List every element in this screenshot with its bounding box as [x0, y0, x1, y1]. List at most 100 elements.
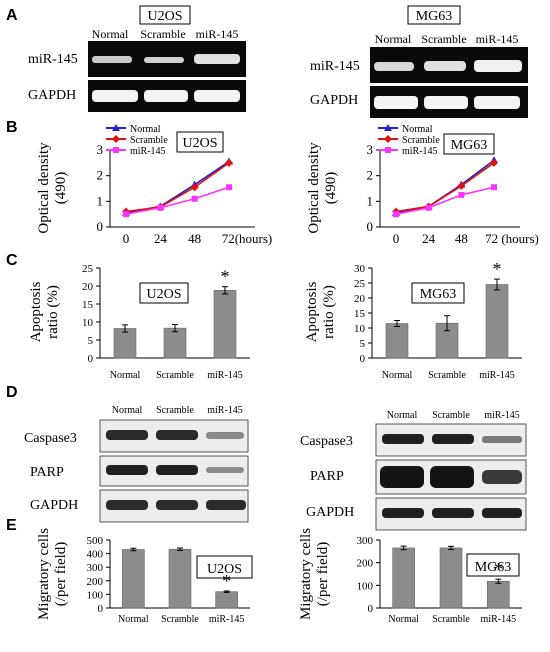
y-tick-label: 20: [354, 293, 366, 305]
y-tick-label: 500: [87, 535, 104, 547]
category-label: Scramble: [428, 370, 466, 381]
legend-marker: [112, 135, 120, 143]
lane-label-normal: Normal: [112, 405, 143, 416]
band: [432, 434, 474, 444]
band: [194, 90, 240, 102]
significance-marker: *: [221, 267, 230, 287]
y-tick-label: 0: [368, 603, 374, 615]
legend-marker: [384, 124, 392, 131]
category-label: Normal: [388, 614, 419, 625]
legend-label: miR-145: [402, 146, 438, 157]
band: [380, 466, 424, 488]
y-axis-label: Apoptosisratio (%): [28, 281, 61, 342]
category-label: Scramble: [161, 614, 199, 625]
band: [430, 466, 474, 488]
chart-b-u2os: 0 1 2 3 Optical density(490) U2OS 0 24 48 72(hour…: [36, 124, 272, 246]
y-tick-label: 5: [360, 338, 366, 350]
lane-label-normal: Normal: [387, 410, 418, 421]
y-tick-label: 1: [367, 193, 374, 208]
band: [482, 508, 522, 518]
band: [424, 96, 468, 109]
data-point: [457, 181, 466, 190]
band: [106, 465, 148, 475]
y-tick-label: 15: [354, 308, 366, 320]
y-tick-label: 300: [357, 535, 374, 547]
band: [482, 436, 522, 443]
band: [194, 54, 240, 64]
y-tick-label: 5: [88, 335, 94, 347]
bar: [485, 284, 509, 359]
y-tick-label: 3: [367, 142, 374, 157]
band: [156, 430, 198, 440]
data-point: [190, 183, 199, 192]
legend-label: Scramble: [402, 135, 440, 146]
chart-b-mg63: 0 1 2 3 Optical density(490) MG63 0 24 48 72 (hou…: [306, 124, 539, 246]
x-tick-label: 24: [154, 231, 168, 246]
significance-marker: *: [494, 559, 503, 579]
chart-c-mg63: 0 5 10 15 20 25 30 Apoptosisratio (%) MG63 Normal…: [304, 259, 522, 381]
legend-label: Normal: [130, 124, 161, 135]
chart-title-box: [196, 555, 253, 579]
category-label: miR-145: [209, 614, 245, 625]
bar: [163, 327, 187, 359]
panel-a-mg63: MG63 Normal Scramble miR-145 miR-145 GAP…: [310, 5, 528, 118]
y-axis-label: Migratory cells(/per field): [298, 528, 331, 620]
category-label: miR-145: [479, 370, 515, 381]
data-point: [225, 158, 233, 167]
data-point: [393, 211, 399, 218]
bar: [215, 591, 238, 609]
band: [144, 57, 184, 63]
band: [382, 434, 424, 444]
row-label-gapdh: GAPDH: [30, 498, 78, 513]
row-label-parp: PARP: [310, 469, 344, 484]
band: [106, 500, 148, 510]
panel-label-b: B: [6, 119, 18, 136]
series-line: [395, 186, 495, 215]
y-tick-label: 10: [82, 317, 94, 329]
y-tick-label: 3: [97, 142, 104, 157]
y-tick-label: 300: [87, 562, 104, 574]
bar: [213, 290, 237, 359]
lane-label-scramble: Scramble: [140, 27, 185, 41]
series-line: [395, 159, 495, 214]
y-axis-label: Apoptosisratio (%): [304, 281, 337, 342]
category-label: Normal: [110, 370, 141, 381]
data-point: [226, 184, 232, 191]
panel-d-mg63: Normal Scramble miR-145 Caspase3 PARP GA…: [300, 410, 527, 531]
series-line: [125, 160, 230, 214]
chart-title: MG63: [475, 560, 512, 575]
y-tick-label: 100: [357, 580, 374, 592]
chart-title: U2OS: [207, 562, 242, 577]
band: [474, 96, 520, 109]
band: [206, 500, 246, 510]
x-tick-label: 24: [422, 231, 436, 246]
y-tick-label: 400: [87, 549, 104, 561]
data-point: [191, 195, 198, 202]
y-tick-label: 30: [354, 263, 366, 275]
y-tick-label: 20: [82, 281, 94, 293]
legend-label: Scramble: [130, 135, 168, 146]
series-line: [125, 162, 230, 213]
row-label-gapdh: GAPDH: [28, 88, 76, 103]
y-axis-label: Optical density(490): [36, 142, 69, 234]
cell-line-title: U2OS: [147, 9, 182, 24]
y-tick-label: 200: [87, 576, 104, 588]
y-tick-label: 200: [357, 558, 374, 570]
x-tick-label: 48: [188, 231, 201, 246]
data-point: [490, 158, 498, 167]
legend-marker: [112, 124, 120, 131]
x-tick-label: 72 (hours): [485, 231, 539, 246]
lane-label-normal: Normal: [92, 27, 129, 41]
x-tick-label: 0: [393, 231, 400, 246]
chart-title-box: [411, 282, 465, 304]
bar: [439, 547, 463, 609]
y-axis-label: Migratory cells(/per field): [36, 528, 69, 620]
cell-line-box: [139, 5, 191, 25]
x-tick-label: 0: [123, 231, 130, 246]
y-tick-label: 15: [82, 299, 94, 311]
y-tick-label: 2: [97, 168, 104, 183]
lane-label-mir145: miR-145: [196, 27, 239, 41]
band: [92, 90, 138, 102]
